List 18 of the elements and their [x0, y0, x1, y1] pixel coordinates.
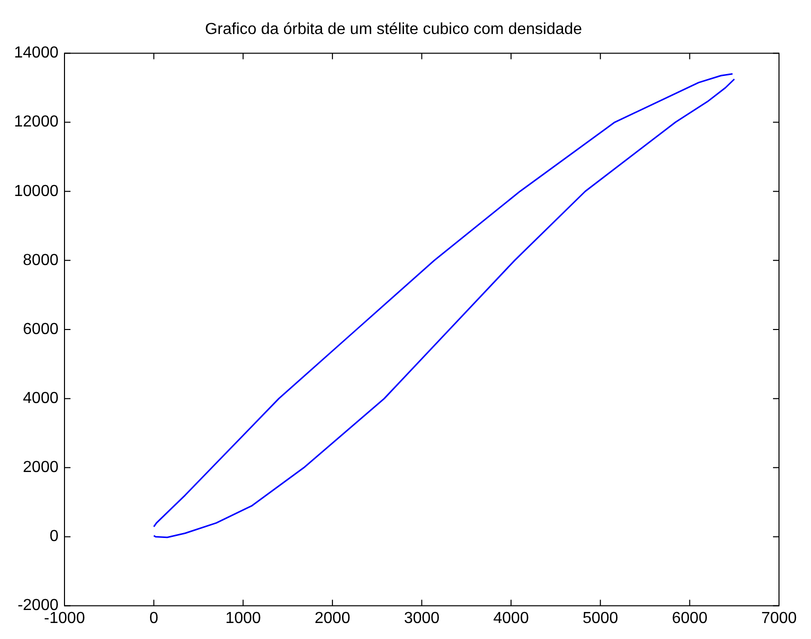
y-tick-label: 10000	[14, 182, 59, 200]
x-tick-label: 6000	[672, 610, 708, 627]
y-tick-label: 6000	[22, 320, 59, 338]
y-tick-label: 8000	[22, 252, 59, 269]
x-tick-label: 5000	[582, 610, 618, 627]
y-tick-label: 2000	[22, 459, 59, 476]
x-tick-label: 4000	[493, 610, 529, 627]
y-tick-label: 12000	[14, 114, 59, 131]
x-tick-label: 2000	[314, 610, 350, 627]
y-tick-label: 14000	[14, 44, 59, 62]
chart-title: Grafico da órbita de um stélite cubico com densidade	[204, 21, 582, 38]
y-tick-label: 0	[50, 528, 59, 546]
x-tick-label: 1000	[225, 610, 262, 627]
x-tick-label: 7000	[761, 610, 797, 627]
x-tick-label: 3000	[404, 610, 440, 627]
x-tick-label: 0	[149, 610, 158, 627]
x-tick-label: -1000	[44, 610, 86, 627]
y-tick-label: 4000	[22, 390, 59, 407]
